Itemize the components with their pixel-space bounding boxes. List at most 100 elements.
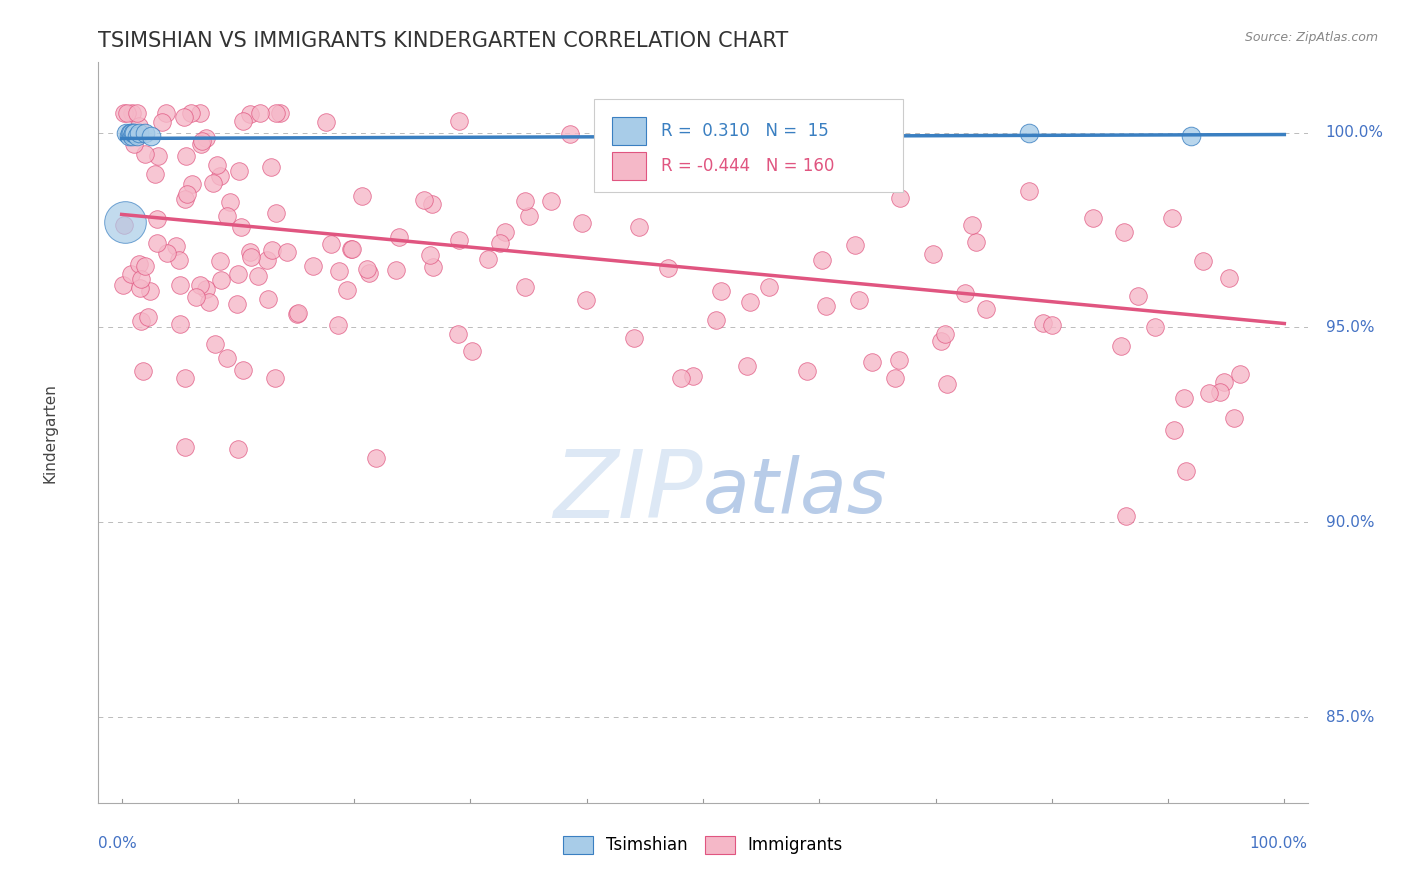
Point	[735, 359, 758, 373]
Point	[811, 252, 834, 267]
Point	[489, 236, 512, 251]
Point	[215, 351, 238, 366]
Point	[1018, 184, 1040, 198]
Text: TSIMSHIAN VS IMMIGRANTS KINDERGARTEN CORRELATION CHART: TSIMSHIAN VS IMMIGRANTS KINDERGARTEN COR…	[98, 31, 789, 51]
Point	[494, 225, 516, 239]
Point	[336, 283, 359, 297]
Point	[176, 186, 198, 201]
Point	[146, 235, 169, 250]
Point	[134, 126, 156, 140]
Point	[148, 149, 170, 163]
Point	[128, 257, 150, 271]
Point	[122, 126, 145, 140]
Point	[174, 192, 197, 206]
Point	[120, 126, 142, 140]
Point	[1192, 253, 1215, 268]
Point	[226, 267, 249, 281]
Text: 90.0%: 90.0%	[1326, 515, 1374, 530]
Point	[125, 106, 148, 120]
Point	[207, 158, 229, 172]
Point	[186, 290, 208, 304]
Point	[125, 129, 148, 144]
Point	[738, 143, 761, 157]
Point	[709, 284, 731, 298]
Point	[413, 193, 436, 207]
Point	[129, 314, 152, 328]
Point	[326, 318, 349, 332]
Point	[955, 286, 977, 301]
Point	[657, 261, 679, 276]
Point	[134, 259, 156, 273]
Point	[796, 364, 818, 378]
Point	[180, 106, 202, 120]
Point	[357, 266, 380, 280]
Point	[1160, 211, 1182, 225]
Point	[132, 364, 155, 378]
Point	[121, 106, 143, 120]
Point	[264, 106, 287, 120]
Point	[121, 129, 143, 144]
Point	[209, 169, 232, 183]
Point	[364, 450, 387, 465]
Point	[623, 331, 645, 345]
Point	[671, 371, 693, 385]
Bar	[613, 152, 647, 180]
Point	[169, 317, 191, 331]
Point	[447, 234, 470, 248]
Point	[929, 334, 952, 348]
Point	[419, 248, 441, 262]
Point	[120, 267, 142, 281]
Point	[540, 194, 562, 208]
Point	[181, 177, 204, 191]
Point	[209, 273, 232, 287]
Point	[195, 282, 218, 296]
Point	[287, 306, 309, 320]
Point	[173, 110, 195, 124]
Point	[848, 293, 870, 307]
Point	[136, 310, 159, 324]
Point	[129, 281, 152, 295]
Point	[139, 129, 162, 144]
Point	[198, 295, 221, 310]
Point	[231, 220, 253, 235]
Text: R =  0.310   N =  15: R = 0.310 N = 15	[661, 122, 828, 140]
Text: Source: ZipAtlas.com: Source: ZipAtlas.com	[1244, 31, 1378, 45]
Point	[626, 106, 648, 120]
Point	[1174, 464, 1197, 478]
Legend: Tsimshian, Immigrants: Tsimshian, Immigrants	[557, 829, 849, 861]
Point	[111, 278, 134, 293]
Point	[174, 149, 197, 163]
Point	[420, 197, 443, 211]
Point	[388, 229, 411, 244]
Point	[226, 442, 249, 457]
Point	[260, 243, 283, 257]
Point	[264, 206, 287, 220]
Point	[134, 147, 156, 161]
Point	[328, 263, 350, 277]
Text: ZIP: ZIP	[554, 446, 703, 537]
Point	[935, 376, 957, 391]
Point	[720, 158, 742, 172]
Point	[447, 326, 470, 341]
Point	[575, 293, 598, 308]
Point	[225, 297, 247, 311]
Point	[1032, 316, 1054, 330]
Point	[1112, 225, 1135, 239]
Point	[560, 127, 582, 141]
Point	[682, 369, 704, 384]
Point	[155, 106, 177, 120]
FancyBboxPatch shape	[595, 99, 903, 192]
Point	[190, 136, 212, 151]
Point	[1081, 211, 1104, 225]
Point	[889, 191, 911, 205]
Point	[738, 294, 761, 309]
Point	[115, 106, 138, 120]
Point	[1209, 385, 1232, 400]
Point	[860, 354, 883, 368]
Point	[256, 252, 278, 267]
Point	[118, 126, 141, 140]
Point	[447, 114, 470, 128]
Point	[260, 160, 283, 174]
Point	[844, 237, 866, 252]
Point	[1213, 376, 1236, 390]
